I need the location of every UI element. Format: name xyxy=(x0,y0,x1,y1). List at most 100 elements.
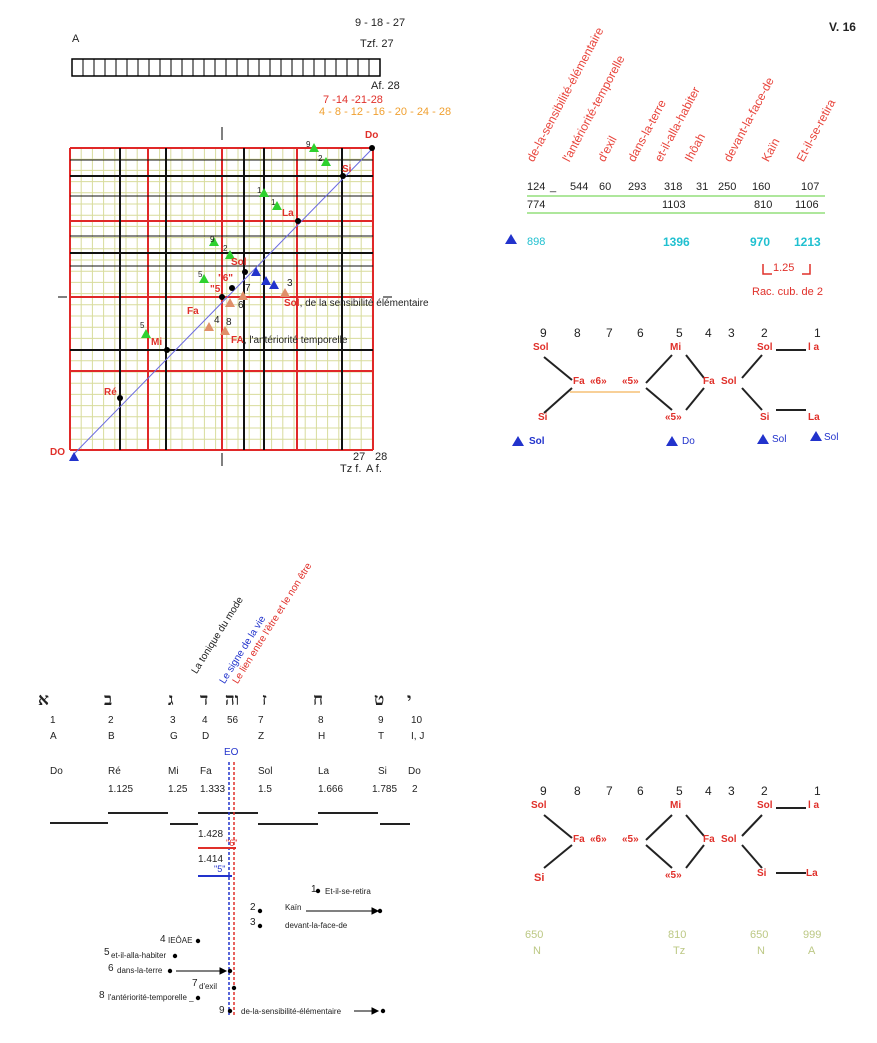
diagram2-lines xyxy=(543,807,806,874)
hebrew-num-4: 56 xyxy=(227,715,239,726)
bottom-letter-0: N xyxy=(533,945,541,957)
d2-q6: «6» xyxy=(590,834,607,845)
ruler-bar xyxy=(71,58,381,77)
hebrew-letter-5: ז xyxy=(262,690,267,710)
d1-num-2: 7 xyxy=(606,326,613,340)
triangle-icon xyxy=(757,434,769,444)
item-arrows xyxy=(176,907,380,1015)
hebrew-letter-1: ב xyxy=(104,690,113,710)
d2-num-8: 1 xyxy=(814,784,821,798)
item-1-text: Et-il-se-retira xyxy=(325,887,371,896)
d1-sol-mid: Sol xyxy=(721,376,737,387)
n1103: 1103 xyxy=(662,199,686,211)
d2-fa2: Fa xyxy=(703,834,715,845)
hebrew-num-2: 3 xyxy=(170,715,176,726)
ruler-letter-a: A xyxy=(72,33,80,45)
grid-n1b: 1 xyxy=(271,198,276,207)
bottom-num-2: 650 xyxy=(750,929,769,941)
r1-num-0: 124 xyxy=(527,181,546,193)
n774: 774 xyxy=(527,199,546,211)
d1-sol1: Sol xyxy=(533,342,549,353)
orange-sequence: 4 - 8 - 12 - 16 - 20 - 24 - 28 xyxy=(319,106,452,118)
ratio-2: 1.333 xyxy=(200,784,226,795)
d2-la2: La xyxy=(806,868,818,879)
hebrew-num-0: 1 xyxy=(50,715,56,726)
bottom-num-0: 650 xyxy=(525,929,544,941)
note-3: Fa xyxy=(200,766,212,777)
triangle-icon xyxy=(505,234,517,244)
triangle-icon xyxy=(810,431,822,441)
grid-n3: 3 xyxy=(287,278,293,289)
d2-num-4: 5 xyxy=(676,784,683,798)
item-2-num: 2 xyxy=(250,902,256,913)
r1-num-6: 31 xyxy=(696,181,709,193)
hebrew-latin-7: I, J xyxy=(411,731,425,742)
d2-si2: Si xyxy=(757,868,767,879)
item-5-num: 5 xyxy=(104,947,110,958)
d1-si2: Si xyxy=(760,412,770,423)
value-q5: "5" xyxy=(214,864,226,874)
axis-tzf: Tz f. xyxy=(340,463,362,475)
bottom-num-1: 810 xyxy=(668,929,687,941)
diagonal-line xyxy=(71,147,374,457)
hebrew-latin-2: G xyxy=(170,731,178,742)
d2-si: Si xyxy=(534,872,545,884)
r1-num-4: 293 xyxy=(628,181,647,193)
d1-la-top: l a xyxy=(808,342,820,353)
triangle-icon xyxy=(666,436,678,446)
grid-sol: Sol xyxy=(231,257,247,268)
ratio-1: 1.25 xyxy=(168,784,188,795)
bottom-letter-2: N xyxy=(757,945,765,957)
bottom-num-3: 999 xyxy=(803,929,822,941)
bottom-letter-3: A xyxy=(808,945,816,957)
d2-num-3: 6 xyxy=(637,784,644,798)
r1-num-7: 250 xyxy=(718,181,737,193)
hebrew-num-8: 10 xyxy=(411,715,423,726)
item-6-text: dans-la-terre xyxy=(117,966,163,975)
hebrew-num-3: 4 xyxy=(202,715,208,726)
grid-fa-note: FA, l'antériorité temporelle xyxy=(231,335,348,346)
value-1428: 1.428 xyxy=(198,829,224,840)
hebrew-letter-6: ח xyxy=(313,690,324,710)
grid-n9b: 9 xyxy=(210,235,215,244)
axis-af: A f. xyxy=(366,463,382,475)
d2-num-1: 8 xyxy=(574,784,581,798)
item-3-text: devant-la-face-de xyxy=(285,921,348,930)
d1-num-1: 8 xyxy=(574,326,581,340)
d1-q5b: «5» xyxy=(665,412,682,423)
triangle-icon xyxy=(512,436,524,446)
n898: 898 xyxy=(527,236,546,248)
note-4: Sol xyxy=(258,766,273,777)
ratio-5: 1.785 xyxy=(372,784,398,795)
eo-label: EO xyxy=(224,747,239,758)
grid-si: Si xyxy=(342,164,352,175)
note-5: La xyxy=(318,766,330,777)
grid-n8: 8 xyxy=(226,317,232,328)
bottom-letter-1: Tz xyxy=(673,945,686,957)
r1-num-8: 160 xyxy=(752,181,771,193)
n1396: 1396 xyxy=(663,235,690,249)
grid-mi: Mi xyxy=(151,337,163,348)
item-8-num: 8 xyxy=(99,990,105,1001)
item-7-text: d'exil xyxy=(199,982,217,991)
d1-tri-do: Do xyxy=(682,436,695,447)
n970: 970 xyxy=(750,235,771,249)
hebrew-latin-1: B xyxy=(108,731,115,742)
ratio-0: 1.125 xyxy=(108,784,134,795)
diagram1-lines xyxy=(543,349,806,414)
d1-fa2: Fa xyxy=(703,376,715,387)
n810: 810 xyxy=(754,199,773,211)
proportion-grid xyxy=(69,147,374,451)
grid-q5: "5' xyxy=(210,284,223,295)
item-6-num: 6 xyxy=(108,963,114,974)
hebrew-letter-0: א xyxy=(38,690,49,710)
grid-do-bottom: DO xyxy=(50,447,65,458)
hebrew-num-5: 7 xyxy=(258,715,264,726)
hebrew-latin-3: D xyxy=(202,731,210,742)
d2-mi: Mi xyxy=(670,800,682,811)
note-7: Do xyxy=(408,766,421,777)
d2-num-5: 4 xyxy=(705,784,712,798)
d2-num-0: 9 xyxy=(540,784,547,798)
ratio-3: 1.5 xyxy=(258,784,272,795)
